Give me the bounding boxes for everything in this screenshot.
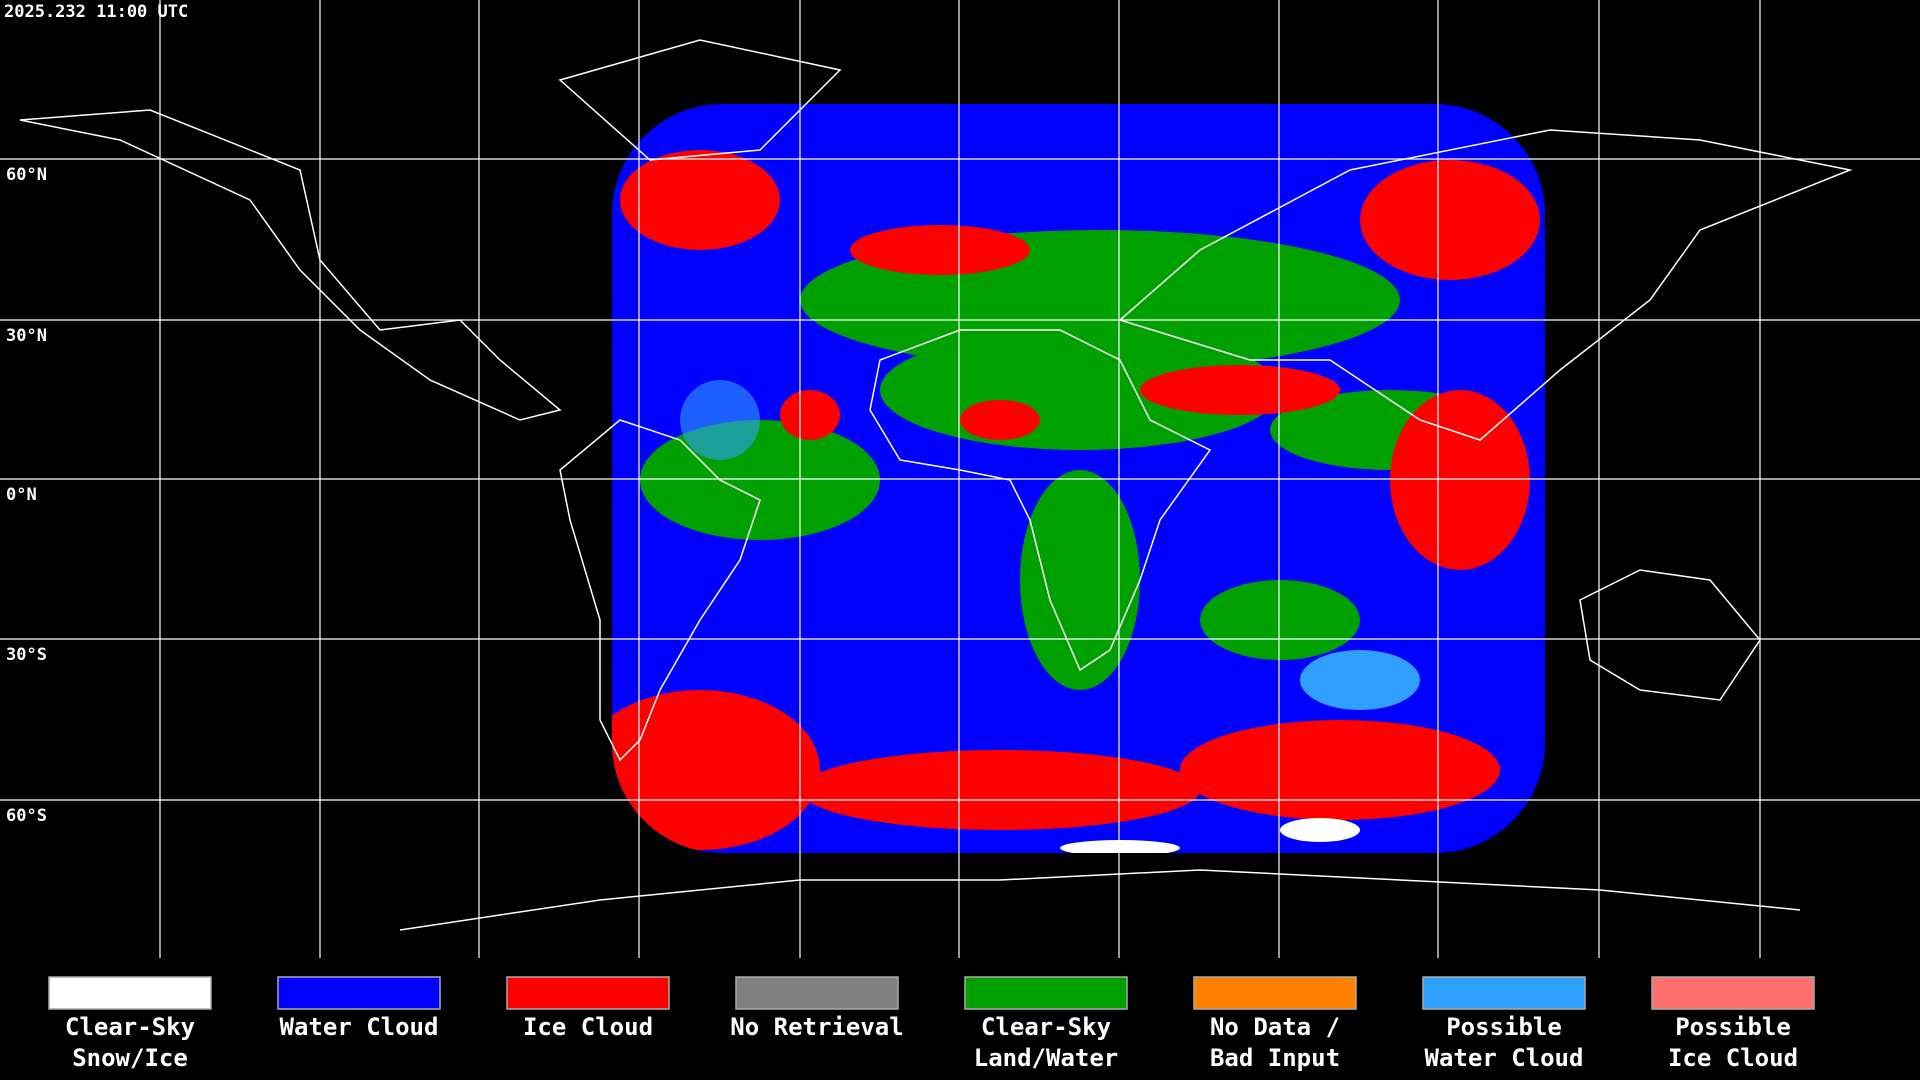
legend-label: Water Cloud xyxy=(1425,1044,1584,1072)
legend-swatch xyxy=(735,976,899,1010)
legend-swatch xyxy=(506,976,670,1010)
legend-label: Bad Input xyxy=(1210,1044,1340,1072)
timestamp: 2025.232 11:00 UTC xyxy=(4,2,188,22)
legend-swatch xyxy=(277,976,441,1010)
legend-swatch xyxy=(1422,976,1586,1010)
latitude-label: 0°N xyxy=(6,485,37,505)
legend-swatch xyxy=(1193,976,1357,1010)
latitude-label: 30°S xyxy=(6,645,47,665)
legend-label: Possible xyxy=(1675,1013,1791,1041)
graticule xyxy=(0,0,1920,958)
latitude-label: 60°S xyxy=(6,806,47,826)
legend-swatch xyxy=(1651,976,1815,1010)
legend-label: Clear-Sky xyxy=(65,1013,195,1041)
legend-label: Land/Water xyxy=(974,1044,1119,1072)
latitude-label: 60°N xyxy=(6,165,47,185)
legend-label: Ice Cloud xyxy=(1668,1044,1798,1072)
legend-label: Snow/Ice xyxy=(72,1044,188,1072)
legend-label: Possible xyxy=(1446,1013,1562,1041)
legend-label: Water Cloud xyxy=(280,1013,439,1041)
legend-label: Clear-Sky xyxy=(981,1013,1111,1041)
coastlines xyxy=(19,39,1853,931)
legend-label: No Data / xyxy=(1210,1013,1340,1041)
latitude-label: 30°N xyxy=(6,326,47,346)
satellite-coverage xyxy=(612,104,1545,853)
legend-swatch xyxy=(48,976,212,1010)
legend-label: Ice Cloud xyxy=(523,1013,653,1041)
legend-swatch xyxy=(964,976,1128,1010)
legend-label: No Retrieval xyxy=(730,1013,903,1041)
